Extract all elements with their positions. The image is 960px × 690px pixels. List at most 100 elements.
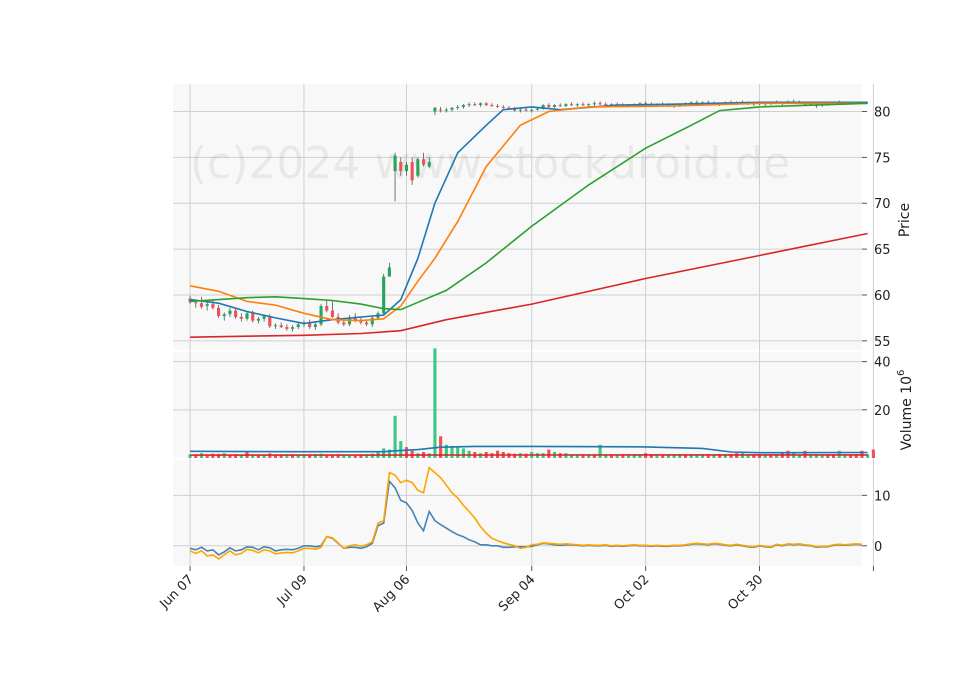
volume-bar bbox=[678, 454, 682, 458]
moving-average-line bbox=[189, 102, 868, 322]
candle-body bbox=[513, 108, 517, 111]
candle-body bbox=[234, 310, 238, 317]
volume-bar bbox=[809, 454, 813, 458]
candle-body bbox=[638, 103, 642, 105]
candle-body bbox=[581, 104, 585, 106]
volume-bar bbox=[632, 455, 636, 458]
volume-bar bbox=[205, 455, 209, 458]
volume-bar bbox=[194, 454, 198, 458]
candle-body bbox=[222, 314, 226, 317]
volume-bar bbox=[228, 454, 232, 458]
candle-body bbox=[535, 108, 539, 110]
volume-bar bbox=[672, 455, 676, 458]
candle-body bbox=[313, 324, 317, 328]
volume-bar bbox=[365, 454, 369, 458]
volume-bar bbox=[866, 454, 870, 458]
indicator-panel-background bbox=[173, 460, 862, 566]
volume-bar bbox=[296, 454, 300, 458]
candle-body bbox=[547, 105, 551, 107]
moving-average-line bbox=[189, 101, 868, 325]
volume-bar bbox=[234, 454, 238, 458]
volume-bar bbox=[575, 454, 579, 458]
candle-body bbox=[399, 161, 403, 172]
candle-body bbox=[501, 106, 505, 108]
volume-bar bbox=[615, 455, 619, 458]
volume-bar bbox=[353, 454, 357, 458]
volume-bar bbox=[279, 454, 283, 458]
price-y-tick-label: 55 bbox=[874, 335, 891, 350]
volume-bar bbox=[393, 415, 397, 458]
volume-bar bbox=[831, 455, 836, 458]
volume-axis-title-power: 6 bbox=[896, 370, 907, 376]
volume-bar bbox=[655, 454, 659, 458]
candle-body bbox=[342, 322, 346, 325]
volume-bar bbox=[456, 447, 460, 458]
volume-bar bbox=[683, 455, 688, 458]
x-tick-label: Jul 09 bbox=[274, 572, 311, 609]
volume-bar bbox=[433, 348, 437, 458]
candle-body bbox=[530, 109, 534, 111]
candle-body bbox=[194, 302, 198, 304]
candle-body bbox=[256, 318, 260, 321]
volume-bar bbox=[587, 455, 591, 458]
candle-body bbox=[518, 109, 522, 111]
volume-bar bbox=[666, 454, 670, 458]
volume-bar bbox=[325, 454, 329, 458]
candle-body bbox=[689, 102, 693, 104]
volume-y-tick-label: 40 bbox=[874, 356, 891, 371]
price-y-tick-label: 75 bbox=[874, 151, 891, 166]
volume-bar bbox=[592, 455, 596, 458]
candle-body bbox=[216, 307, 221, 317]
volume-bar bbox=[581, 454, 585, 458]
volume-bar bbox=[547, 449, 551, 458]
candle-body bbox=[439, 109, 443, 111]
candle-body bbox=[279, 325, 283, 328]
volume-bar bbox=[854, 454, 858, 458]
volume-axis-title: Volume 106 bbox=[896, 370, 915, 451]
volume-bar bbox=[820, 454, 824, 458]
volume-bar bbox=[251, 454, 255, 458]
volume-bar bbox=[524, 453, 528, 458]
candle-body bbox=[427, 161, 431, 167]
candle-body bbox=[410, 161, 414, 181]
volume-bar bbox=[336, 454, 340, 458]
candle-body bbox=[325, 305, 329, 311]
x-tick-label: Aug 06 bbox=[370, 572, 413, 615]
volume-bar bbox=[216, 453, 221, 458]
volume-bar bbox=[598, 444, 602, 458]
price-y-tick-label: 60 bbox=[874, 289, 891, 304]
candle-body bbox=[359, 320, 363, 323]
candle-body bbox=[387, 267, 391, 277]
volume-panel-background bbox=[173, 352, 862, 458]
candle-body bbox=[695, 102, 699, 104]
candle-body bbox=[570, 104, 574, 106]
indicator-panel bbox=[189, 466, 863, 560]
indicator-y-tick-label: 0 bbox=[874, 540, 882, 555]
candle-body bbox=[558, 105, 562, 107]
candle-body bbox=[382, 276, 386, 314]
candle-body bbox=[291, 327, 295, 329]
volume-bar bbox=[797, 454, 801, 458]
volume-bar bbox=[621, 454, 625, 458]
volume-bar bbox=[239, 454, 243, 458]
price-axis-title: Price bbox=[897, 203, 913, 237]
candle-body bbox=[609, 104, 614, 106]
candle-body bbox=[262, 316, 266, 319]
volume-bar bbox=[291, 454, 295, 458]
candle-body bbox=[592, 103, 596, 105]
volume-bar bbox=[752, 454, 756, 458]
volume-bar bbox=[570, 454, 574, 458]
volume-bar bbox=[313, 454, 317, 458]
volume-bar bbox=[342, 454, 346, 458]
candle-body bbox=[308, 322, 312, 328]
volume-bar bbox=[706, 455, 710, 458]
candle-body bbox=[541, 105, 545, 109]
indicator-line bbox=[189, 466, 863, 560]
candle-body bbox=[319, 305, 323, 325]
volume-bar bbox=[188, 454, 192, 458]
candle-body bbox=[199, 303, 204, 307]
volume-bar bbox=[626, 454, 631, 458]
indicator-y-tick-label: 10 bbox=[874, 489, 891, 504]
candle-body bbox=[450, 107, 454, 110]
